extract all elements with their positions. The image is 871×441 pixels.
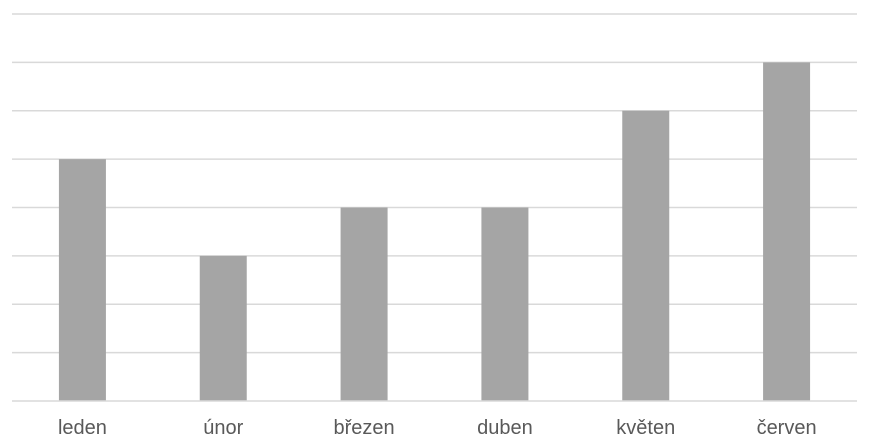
bar-4 [622, 110, 670, 401]
gridlines [12, 13, 857, 354]
x-tick-label: červen [757, 417, 817, 439]
x-tick-labels: leden únor březen duben květen červen [58, 417, 817, 439]
x-tick-label: únor [203, 417, 243, 439]
bar-1 [199, 255, 247, 401]
x-tick-label: duben [477, 417, 533, 439]
x-tick-label: březen [334, 417, 395, 439]
bar-3 [481, 207, 529, 401]
x-tick-label: květen [616, 417, 675, 439]
bar-0 [58, 159, 106, 401]
bar-5 [763, 62, 811, 401]
bar-2 [340, 207, 388, 401]
x-tick-label: leden [58, 417, 107, 439]
bars [58, 62, 811, 401]
